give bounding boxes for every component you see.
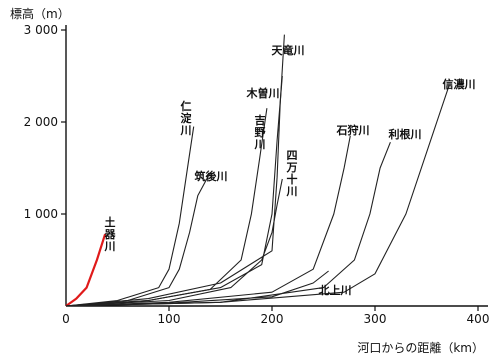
x-tick-label: 400 — [467, 312, 490, 326]
series-line — [65, 108, 268, 307]
series-line — [65, 34, 285, 307]
y-tick-label: 2 000 — [24, 115, 58, 129]
series-line — [65, 126, 195, 307]
series-line — [65, 270, 329, 307]
y-axis-title: 標高（m） — [10, 6, 70, 21]
river-label: 北上川 — [319, 283, 352, 297]
y-tick-label: 1 000 — [24, 207, 58, 221]
river-label: 石狩川 — [336, 123, 370, 137]
series-line — [65, 135, 351, 307]
river-label: 吉野川 — [254, 113, 266, 151]
river-label: 仁淀川 — [180, 99, 193, 137]
x-tick-label: 0 — [62, 312, 70, 326]
river-label: 木曽川 — [246, 86, 280, 100]
x-tick-label: 300 — [364, 312, 387, 326]
river-label: 信濃川 — [443, 77, 476, 91]
river-label: 筑後川 — [195, 169, 228, 183]
series-line — [65, 233, 107, 307]
river-label: 土器川 — [104, 215, 117, 253]
series-line — [65, 75, 283, 307]
axes: 0 100 200 300 400 1 000 2 000 3 000 — [24, 23, 490, 326]
y-tick-label: 3 000 — [24, 23, 58, 37]
river-label: 四万十川 — [286, 149, 298, 198]
series-layer — [65, 34, 450, 307]
series-line — [65, 178, 283, 307]
river-label: 天竜川 — [272, 43, 305, 57]
river-label: 利根川 — [389, 127, 422, 141]
x-axis-title: 河口からの距離（km） — [357, 341, 484, 355]
x-tick-label: 100 — [158, 312, 181, 326]
series-line — [65, 85, 450, 307]
x-tick-label: 200 — [261, 312, 284, 326]
